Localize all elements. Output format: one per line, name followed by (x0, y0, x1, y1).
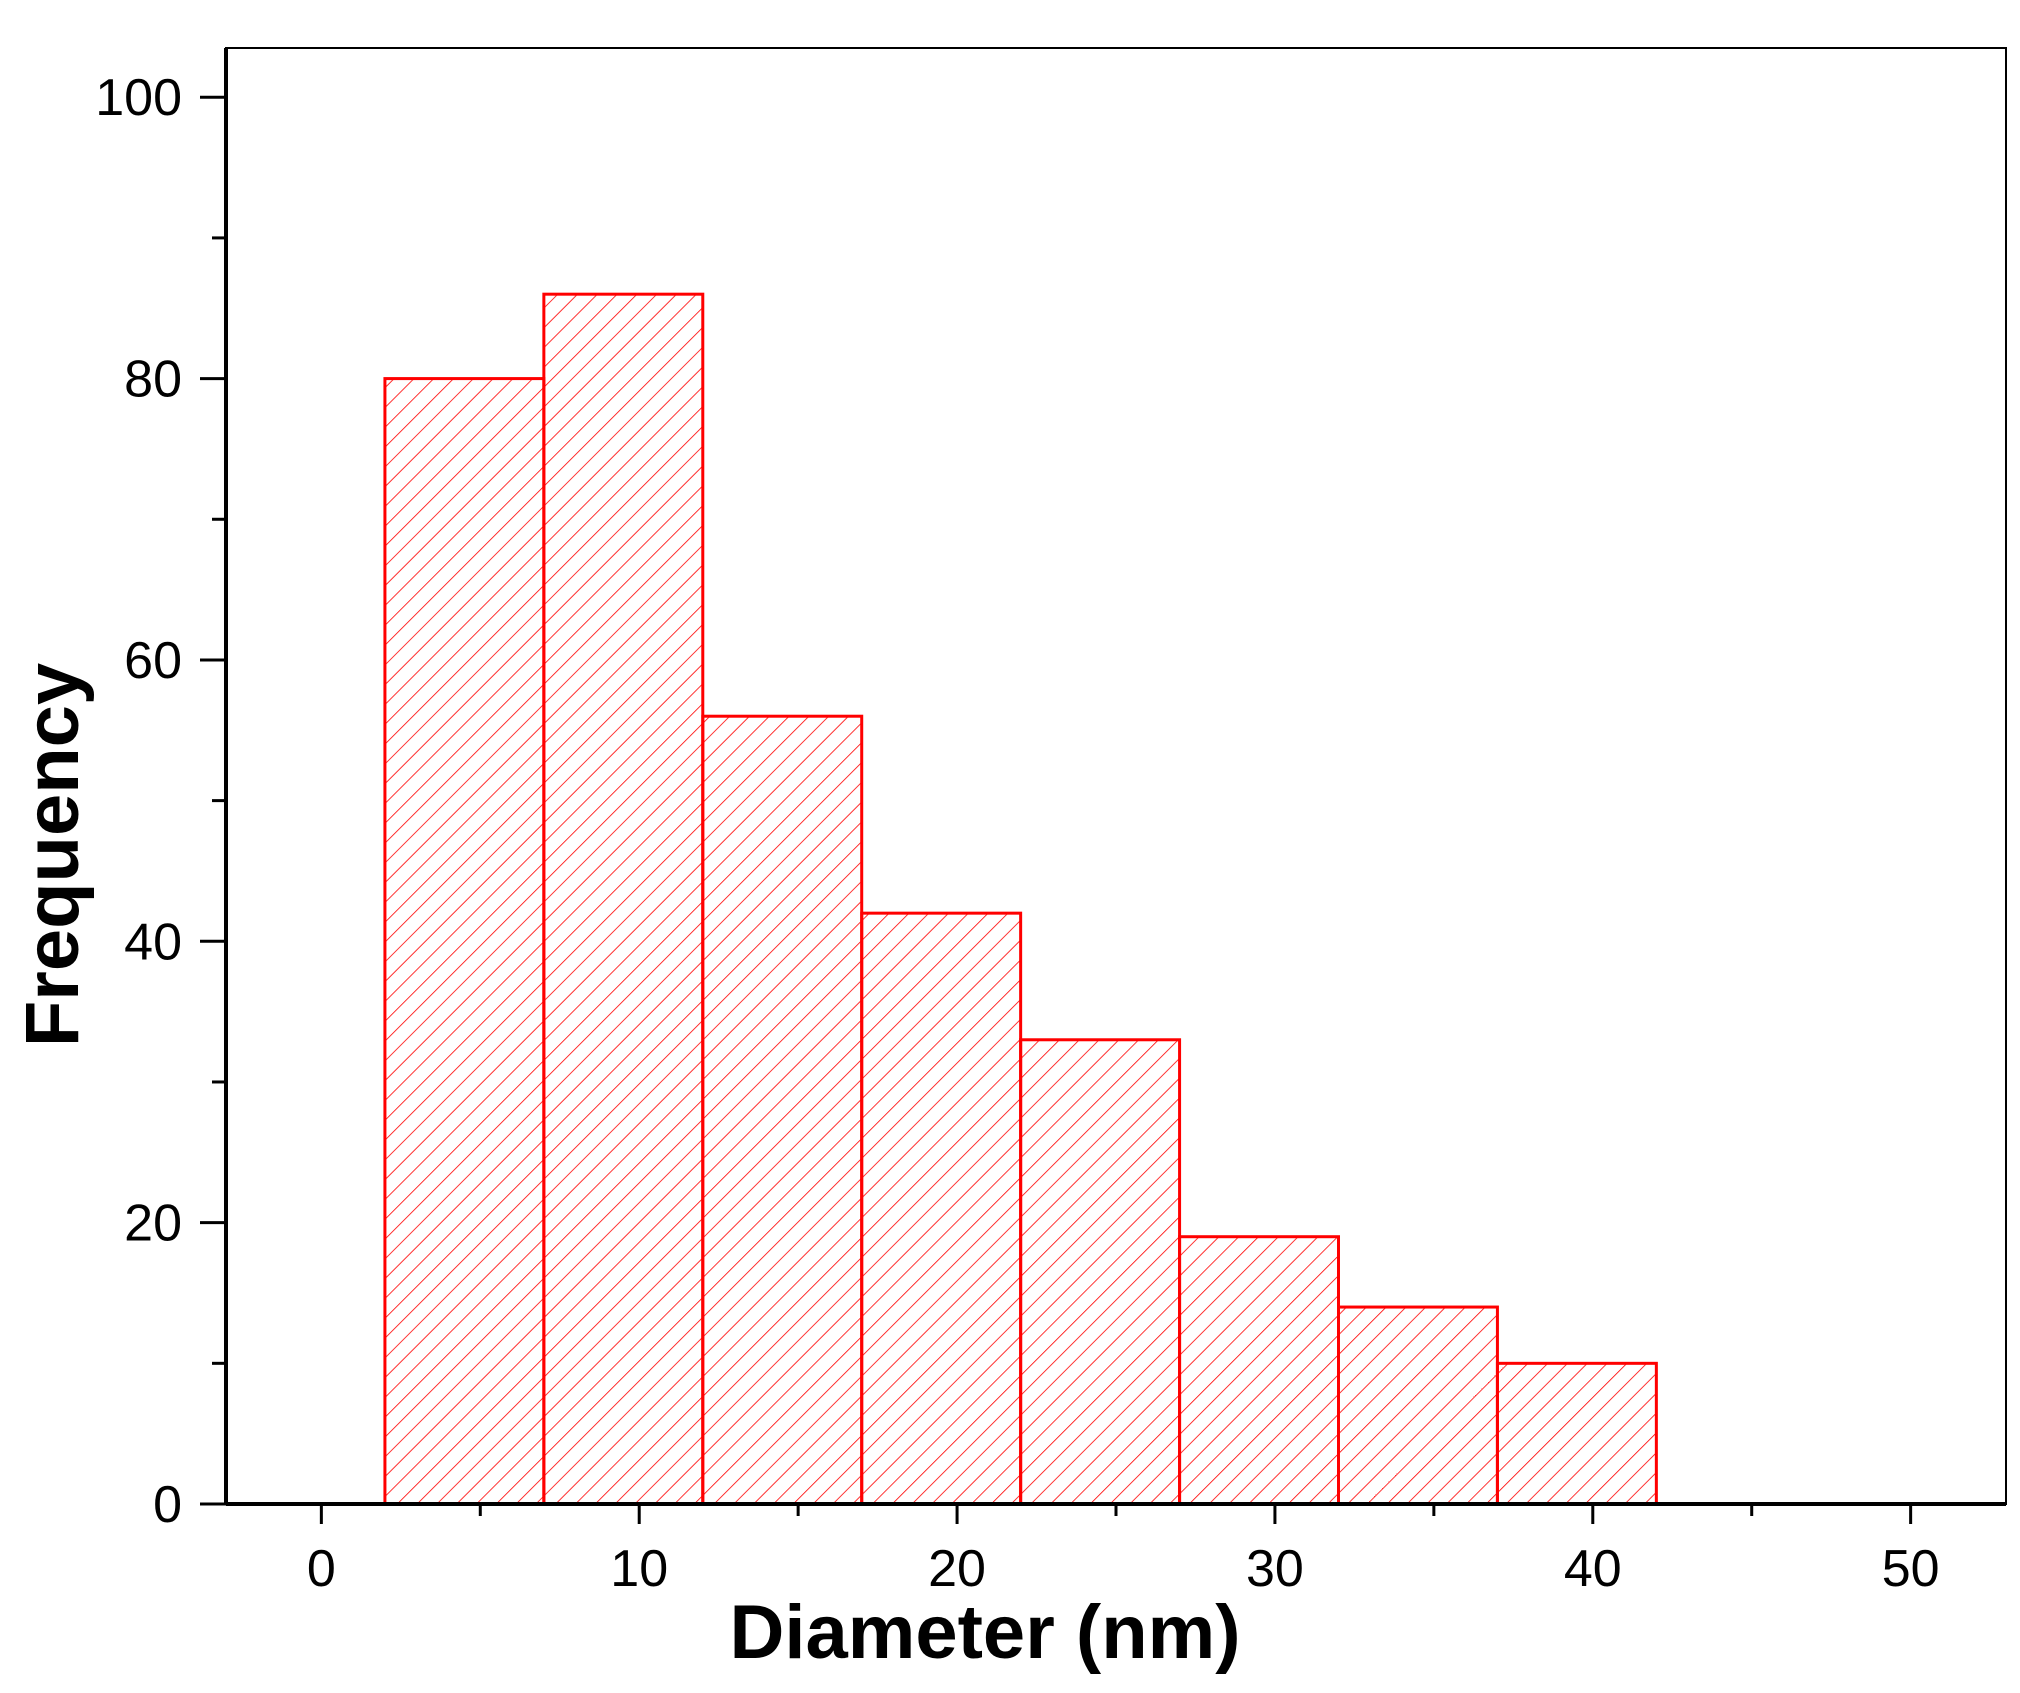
y-tick-label-20: 20 (124, 1195, 182, 1253)
histogram-bar-1 (542, 292, 705, 1506)
y-tick-label-40: 40 (124, 913, 182, 971)
histogram-bar-0 (383, 377, 546, 1506)
x-axis: 0 10 20 30 40 50 (226, 1502, 2006, 1598)
y-tick-label-100: 100 (95, 69, 182, 127)
x-tick-label-50: 50 (1882, 1540, 1940, 1598)
histogram-bar-5 (1178, 1235, 1340, 1506)
y-tick-label-60: 60 (124, 632, 182, 690)
y-tick-label-80: 80 (124, 351, 182, 409)
bars-group (383, 292, 1658, 1506)
x-tick-label-40: 40 (1564, 1540, 1622, 1598)
x-axis-title: Diameter (nm) (730, 1590, 1241, 1675)
x-tick-label-30: 30 (1246, 1540, 1304, 1598)
x-tick-label-0: 0 (307, 1540, 336, 1598)
x-tick-label-10: 10 (610, 1540, 668, 1598)
y-axis: 0 20 40 60 80 100 (95, 48, 228, 1534)
histogram-bar-6 (1337, 1305, 1499, 1506)
y-tick-label-0: 0 (153, 1476, 182, 1534)
histogram-bar-4 (1019, 1038, 1182, 1506)
histogram-bar-3 (860, 911, 1023, 1506)
histogram-bar-7 (1495, 1361, 1658, 1506)
x-tick-label-20: 20 (928, 1540, 986, 1598)
histogram-bar-2 (701, 714, 864, 1506)
y-axis-title: Frequency (10, 663, 95, 1047)
